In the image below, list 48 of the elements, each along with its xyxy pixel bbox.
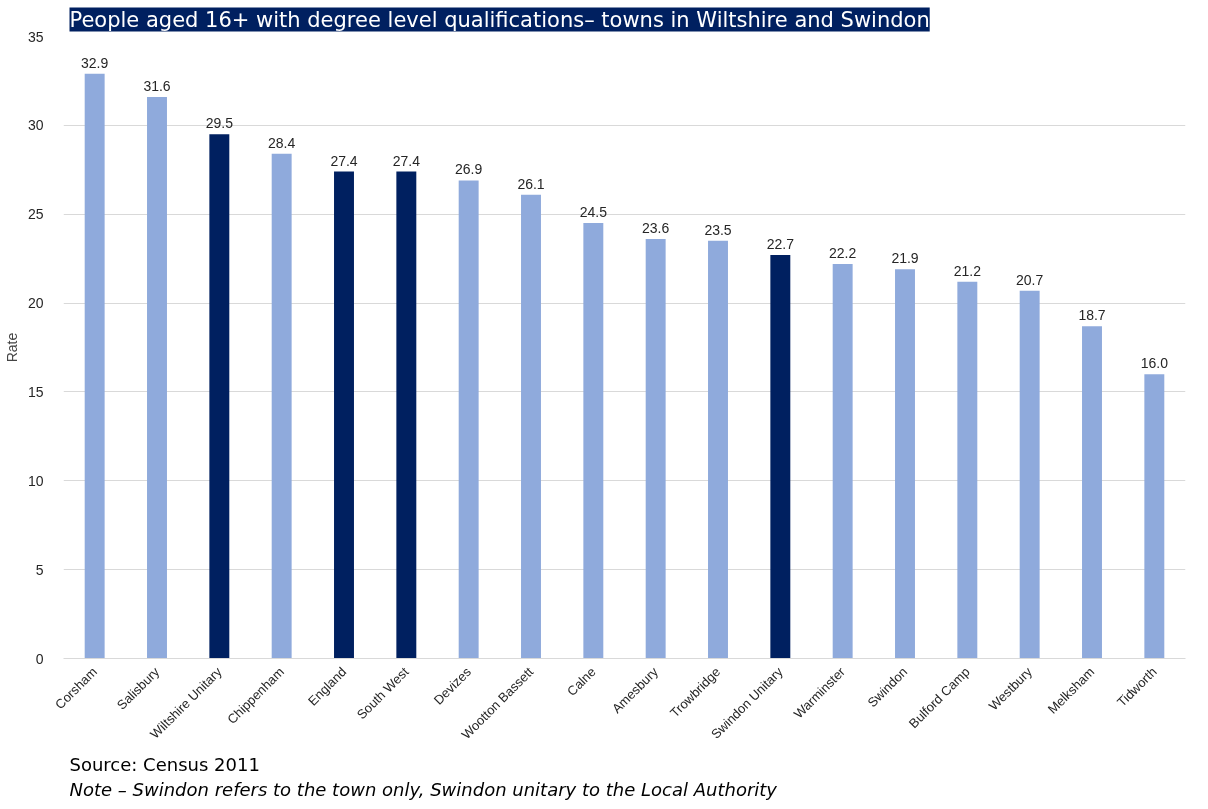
data-label: 27.4: [392, 152, 421, 169]
y-tick-label: 0: [35, 650, 44, 667]
data-label: 27.4: [330, 152, 358, 169]
bar: [147, 96, 167, 659]
text: Note – Swindon refers to the town only, Swindon unitary to the Local Authority: [69, 778, 778, 800]
data-label: 20.7: [1016, 271, 1044, 288]
y-tick-label: 10: [27, 472, 44, 489]
data-label: 24.5: [579, 204, 608, 221]
data-label: 28.4: [268, 134, 296, 151]
data-label: 22.2: [829, 244, 857, 261]
bar: [396, 171, 417, 659]
bar: [84, 73, 105, 659]
bar: [895, 269, 915, 659]
bar: [1082, 326, 1102, 659]
bar: [521, 194, 541, 659]
data-label: 29.5: [205, 115, 234, 132]
bar: [1019, 290, 1040, 659]
bar: [209, 134, 230, 659]
bar: [1144, 374, 1165, 659]
source-note: Source: Census 2011: [69, 753, 260, 775]
y-tick-label: 20: [27, 295, 44, 312]
data-label: 23.5: [704, 221, 732, 238]
y-tick-label: 5: [35, 561, 44, 578]
bar: [832, 263, 853, 659]
y-tick-label: 25: [27, 206, 44, 223]
data-label: 21.2: [953, 262, 982, 279]
y-axis-title: Rate: [3, 332, 20, 363]
data-label: 26.9: [455, 161, 483, 178]
data-label: 18.7: [1078, 307, 1106, 324]
data-label: 32.9: [81, 54, 109, 71]
data-label: 26.1: [517, 175, 545, 192]
chart-title: People aged 16+ with degree level qualifications– towns in Wiltshire and Swindon: [69, 7, 930, 32]
bar: [708, 240, 728, 659]
y-tick-label: 30: [27, 117, 44, 134]
data-label: 22.7: [766, 236, 795, 253]
bar: [770, 255, 791, 659]
y-tick-label: 35: [27, 28, 44, 45]
data-label: 23.6: [642, 220, 670, 237]
bar: [271, 153, 292, 659]
data-label: 31.6: [143, 77, 171, 94]
bar: [458, 180, 479, 659]
bar: [334, 171, 354, 659]
data-label: 16.0: [1140, 355, 1169, 372]
bar: [583, 223, 604, 659]
bar: [957, 281, 978, 659]
data-label: 21.9: [891, 250, 919, 267]
y-tick-label: 15: [27, 383, 44, 400]
bar: [645, 239, 666, 659]
